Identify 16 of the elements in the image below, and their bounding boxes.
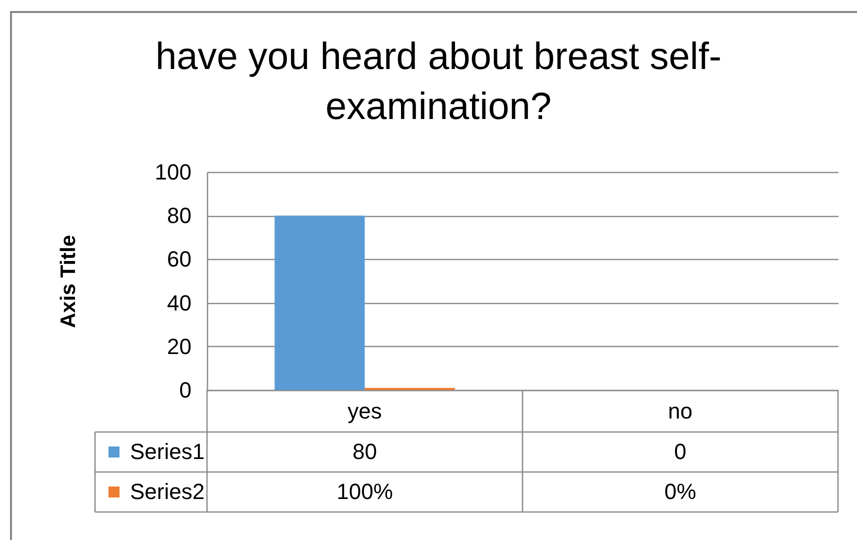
x-tick-label: yes bbox=[348, 398, 382, 424]
chart-title: have you heard about breast self-examination? bbox=[155, 36, 722, 128]
data-label: 80 bbox=[352, 439, 377, 464]
y-tick-label: 20 bbox=[167, 334, 192, 359]
data-label: 100% bbox=[336, 479, 393, 504]
y-tick-label: 40 bbox=[167, 290, 192, 316]
y-tick-label: 60 bbox=[167, 246, 192, 272]
data-label: 0% bbox=[664, 479, 696, 504]
legend-label: Series1 bbox=[130, 439, 205, 464]
y-tick-label: 80 bbox=[167, 203, 192, 228]
y-axis-title: Axis Title bbox=[56, 235, 80, 328]
y-tick-label: 0 bbox=[179, 378, 192, 402]
data-label: 0 bbox=[674, 439, 686, 464]
legend-label: Series2 bbox=[130, 479, 205, 504]
y-tick-label: 100 bbox=[154, 160, 192, 184]
x-tick-label: no bbox=[668, 398, 692, 424]
